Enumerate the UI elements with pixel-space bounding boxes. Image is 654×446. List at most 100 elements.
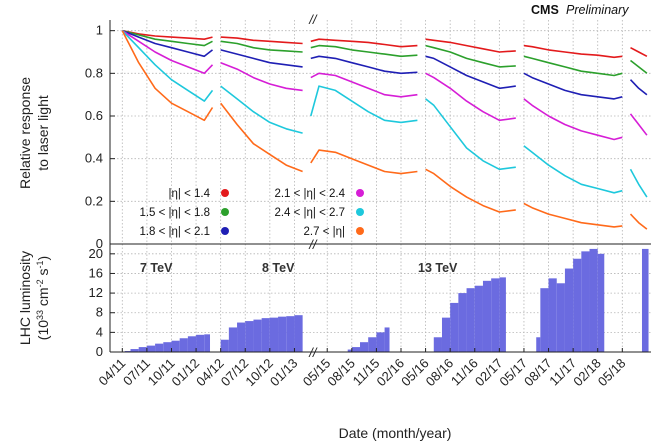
x-tick-label: 08/16 bbox=[423, 356, 457, 390]
x-tick-label: 02/18 bbox=[570, 356, 604, 390]
preliminary-label: Preliminary bbox=[566, 3, 629, 17]
x-tick-label: 02/17 bbox=[472, 356, 506, 390]
luminosity-bar bbox=[179, 338, 188, 352]
luminosity-bar bbox=[286, 316, 295, 352]
luminosity-bar bbox=[163, 342, 172, 352]
top-ylabel-line2: to laser light bbox=[35, 95, 51, 171]
luminosity-bar bbox=[499, 277, 506, 352]
y-tick-label-bottom: 16 bbox=[89, 265, 103, 280]
y-tick-label-top: 0.4 bbox=[85, 151, 103, 166]
series-line-4 bbox=[121, 30, 648, 198]
series-line-0 bbox=[122, 29, 648, 59]
luminosity-bar bbox=[441, 317, 451, 352]
luminosity-bar bbox=[556, 283, 565, 352]
luminosity-bar bbox=[245, 321, 254, 352]
luminosity-bar bbox=[269, 317, 279, 352]
luminosity-bar bbox=[564, 268, 574, 352]
x-tick-label: 08/15 bbox=[324, 356, 358, 390]
luminosity-bar bbox=[474, 285, 483, 352]
luminosity-bar bbox=[573, 258, 582, 352]
cms-label: CMS bbox=[531, 3, 559, 17]
luminosity-bar bbox=[597, 253, 605, 352]
luminosity-bar bbox=[253, 319, 262, 352]
bottom-ylabel-line1: LHC luminosity bbox=[17, 251, 33, 345]
luminosity-bar bbox=[536, 337, 541, 352]
luminosity-bar bbox=[294, 315, 303, 352]
luminosity-bar bbox=[138, 347, 147, 352]
luminosity-bar bbox=[278, 316, 287, 352]
luminosity-bar bbox=[237, 322, 246, 352]
x-tick-label: 05/15 bbox=[300, 356, 334, 390]
luminosity-bar bbox=[368, 337, 377, 352]
luminosity-bar bbox=[171, 340, 180, 352]
legend-marker bbox=[356, 189, 364, 197]
luminosity-bar bbox=[360, 342, 369, 352]
legend-label: 2.1 < |η| < 2.4 bbox=[274, 188, 345, 200]
luminosity-bar bbox=[228, 327, 238, 352]
x-tick-label: 01/12 bbox=[169, 356, 203, 390]
series-line-3 bbox=[121, 30, 648, 141]
luminosity-bar bbox=[458, 293, 467, 352]
x-tick-label: 05/18 bbox=[595, 356, 629, 390]
legend-label: 2.4 < |η| < 2.7 bbox=[274, 207, 345, 219]
legend-marker bbox=[221, 208, 229, 216]
axis-break-middle: // bbox=[308, 237, 318, 252]
legend-marker bbox=[221, 189, 229, 197]
luminosity-bar bbox=[146, 345, 156, 352]
luminosity-bar bbox=[204, 334, 211, 352]
luminosity-bar bbox=[130, 349, 139, 352]
axis-break-bottom: // bbox=[308, 345, 318, 360]
x-tick-label: 04/11 bbox=[95, 356, 128, 389]
y-tick-label-bottom: 4 bbox=[96, 324, 103, 339]
x-tick-label: 05/16 bbox=[398, 356, 432, 390]
legend-label: 2.7 < |η| bbox=[304, 226, 345, 238]
legend-marker bbox=[356, 227, 364, 235]
y-tick-label-bottom: 20 bbox=[89, 246, 103, 261]
luminosity-bar bbox=[466, 288, 475, 352]
luminosity-bar bbox=[155, 343, 164, 352]
luminosity-plot bbox=[124, 248, 649, 352]
x-tick-label: 02/16 bbox=[373, 356, 407, 390]
x-tick-label: 07/12 bbox=[218, 356, 252, 390]
luminosity-bar bbox=[384, 327, 390, 352]
luminosity-bar bbox=[351, 347, 361, 352]
y-tick-label-top: 0 bbox=[96, 236, 103, 251]
x-tick-label: 08/17 bbox=[521, 356, 555, 390]
x-tick-label: 10/12 bbox=[242, 356, 276, 390]
axis-break-top: // bbox=[308, 12, 318, 27]
x-axis-label: Date (month/year) bbox=[339, 425, 452, 441]
bottom-ylabel-line2: (1033 cm-2 s-1) bbox=[35, 256, 51, 340]
luminosity-bar bbox=[641, 248, 649, 352]
y-tick-label-top: 0.2 bbox=[85, 193, 103, 208]
legend-label: |η| < 1.4 bbox=[169, 188, 211, 200]
luminosity-bar bbox=[220, 339, 229, 352]
series-line-1 bbox=[122, 29, 648, 77]
luminosity-bar bbox=[589, 248, 598, 352]
legend-marker bbox=[356, 208, 364, 216]
series-line-5 bbox=[121, 30, 648, 230]
luminosity-bar bbox=[376, 332, 385, 352]
luminosity-bar bbox=[581, 251, 590, 352]
luminosity-bar bbox=[196, 334, 205, 352]
response-plot bbox=[121, 29, 648, 230]
luminosity-bar bbox=[433, 337, 442, 352]
legend-label: 1.5 < |η| < 1.8 bbox=[139, 207, 210, 219]
luminosity-bar bbox=[491, 278, 500, 352]
y-tick-label-bottom: 0 bbox=[96, 344, 103, 359]
luminosity-bar bbox=[540, 288, 549, 352]
x-tick-label: 05/17 bbox=[496, 356, 530, 390]
series-line-2 bbox=[122, 29, 648, 100]
energy-annotation: 7 TeV bbox=[140, 261, 173, 275]
y-tick-label-bottom: 8 bbox=[96, 305, 103, 320]
x-tick-label: 04/12 bbox=[193, 356, 227, 390]
energy-annotation: 8 TeV bbox=[262, 261, 295, 275]
legend-marker bbox=[221, 227, 229, 235]
y-tick-label-top: 0.6 bbox=[85, 108, 103, 123]
x-tick-label: 07/11 bbox=[120, 356, 153, 389]
luminosity-bar bbox=[347, 349, 352, 352]
luminosity-bar bbox=[261, 318, 270, 352]
luminosity-bar bbox=[450, 302, 459, 352]
luminosity-bar bbox=[187, 336, 197, 352]
legend-label: 1.8 < |η| < 2.1 bbox=[139, 226, 210, 238]
